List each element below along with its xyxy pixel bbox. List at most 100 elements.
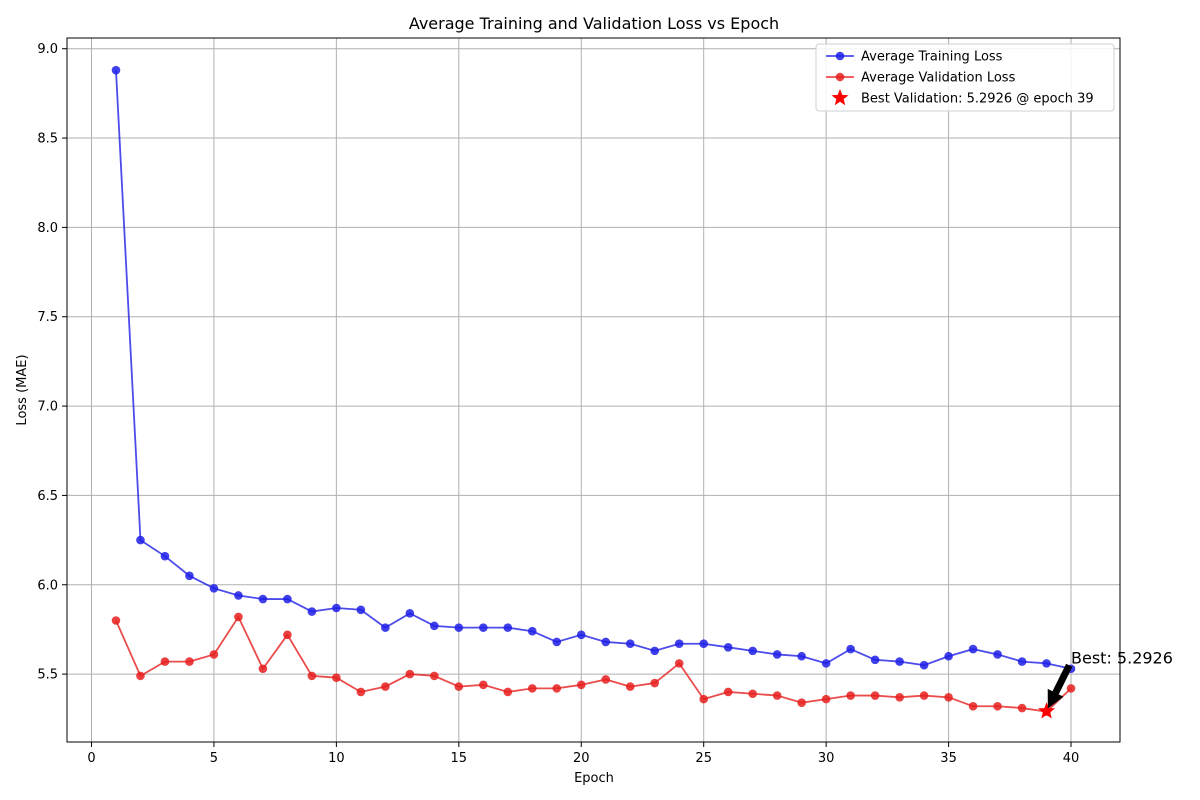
x-tick-label: 15	[451, 751, 468, 766]
x-tick-label: 25	[695, 751, 712, 766]
legend-box	[815, 43, 1115, 112]
y-axis-label: Loss (MAE)	[15, 354, 30, 425]
data-point-training	[821, 659, 831, 668]
data-point-training	[1017, 657, 1027, 666]
x-tick-label: 5	[210, 751, 218, 766]
data-point-validation	[919, 691, 929, 700]
data-point-validation	[723, 687, 733, 697]
data-point-validation	[944, 693, 953, 702]
data-point-training	[527, 626, 537, 636]
y-tick-label: 7.0	[37, 400, 58, 415]
legend-label-training: Average Training Loss	[861, 50, 1003, 65]
data-point-training	[576, 630, 586, 640]
data-point-validation	[479, 680, 488, 690]
data-point-training	[650, 646, 660, 656]
data-point-training	[405, 609, 415, 618]
data-point-training	[1042, 659, 1051, 668]
legend-marker-validation	[835, 72, 845, 82]
data-point-training	[552, 637, 562, 647]
data-point-validation	[185, 657, 194, 666]
data-point-validation	[968, 701, 978, 711]
data-point-training	[307, 607, 317, 616]
y-tick-label: 6.5	[37, 489, 58, 504]
data-point-training	[699, 639, 708, 649]
axes-frame	[66, 37, 1121, 743]
legend-label-best: Best Validation: 5.2926 @ epoch 39	[861, 92, 1094, 107]
x-tick-label: 10	[328, 751, 345, 766]
data-point-validation	[136, 671, 145, 681]
y-tick-label: 5.5	[37, 668, 58, 683]
data-point-validation	[674, 659, 684, 668]
data-point-validation	[772, 691, 782, 700]
x-axis-label: Epoch	[574, 771, 614, 786]
data-point-validation	[160, 657, 170, 666]
data-point-training	[160, 551, 170, 561]
best-marker-star	[1037, 702, 1056, 719]
annotation-arrow	[1047, 663, 1073, 709]
annotation-label: Best: 5.2926	[1071, 649, 1173, 668]
data-point-validation	[283, 630, 292, 640]
data-point-validation	[650, 678, 660, 688]
chart-title: Average Training and Validation Loss vs …	[409, 14, 779, 33]
data-point-training	[797, 651, 806, 661]
series-layer	[111, 65, 1076, 719]
x-tick-label: 20	[573, 751, 590, 766]
data-point-training	[846, 644, 855, 654]
data-point-training	[944, 651, 953, 661]
data-point-training	[111, 65, 121, 75]
data-point-validation	[821, 694, 831, 704]
data-point-validation	[1066, 684, 1076, 693]
data-point-validation	[234, 612, 243, 622]
data-point-training	[723, 642, 733, 652]
data-point-training	[234, 591, 243, 600]
data-point-validation	[454, 682, 464, 691]
data-point-training	[332, 603, 341, 613]
y-tick-label: 8.0	[37, 221, 58, 236]
series-line-training	[115, 70, 1072, 670]
data-point-training	[136, 535, 145, 545]
data-point-training	[283, 594, 292, 604]
data-point-validation	[895, 693, 904, 702]
data-point-training	[454, 623, 464, 632]
data-point-validation	[870, 691, 880, 700]
data-point-validation	[381, 682, 390, 691]
data-point-validation	[797, 698, 806, 707]
data-point-training	[625, 639, 635, 649]
x-tick-label: 0	[87, 751, 95, 766]
ticks: 0 5 10 15 20 25 30 35 40 5.5 6.0 6.5 7.0 7.5 8.0 8.5 9.0	[37, 42, 1079, 766]
legend: Average Training Loss Average Validation …	[815, 43, 1115, 112]
y-tick-label: 6.0	[37, 578, 58, 593]
y-tick-label: 9.0	[37, 42, 58, 57]
x-tick-label: 35	[940, 751, 957, 766]
data-point-training	[601, 637, 611, 647]
data-point-validation	[552, 684, 562, 693]
data-point-validation	[527, 684, 537, 693]
data-point-validation	[993, 701, 1002, 711]
legend-label-validation: Average Validation Loss	[861, 71, 1016, 86]
legend-marker-training	[835, 51, 845, 61]
data-point-training	[503, 623, 513, 632]
data-point-training	[258, 594, 268, 604]
data-point-validation	[356, 687, 366, 697]
data-point-training	[748, 646, 757, 656]
best-annotation: Best: 5.2926	[1047, 649, 1173, 709]
data-point-validation	[601, 675, 611, 684]
data-point-training	[674, 639, 684, 649]
data-point-training	[919, 660, 929, 670]
data-point-training	[772, 650, 782, 659]
data-point-validation	[748, 689, 757, 699]
data-point-training	[870, 655, 880, 665]
data-point-validation	[1017, 703, 1027, 713]
data-point-validation	[576, 680, 586, 690]
legend-marker-best	[831, 89, 849, 106]
data-point-validation	[430, 671, 439, 681]
x-tick-label: 40	[1063, 751, 1080, 766]
y-tick-label: 8.5	[37, 132, 58, 147]
data-point-validation	[332, 673, 341, 682]
data-point-training	[209, 584, 219, 593]
data-point-training	[185, 571, 194, 581]
series-line-validation	[115, 615, 1072, 713]
data-point-validation	[405, 669, 415, 679]
data-point-validation	[699, 694, 708, 704]
